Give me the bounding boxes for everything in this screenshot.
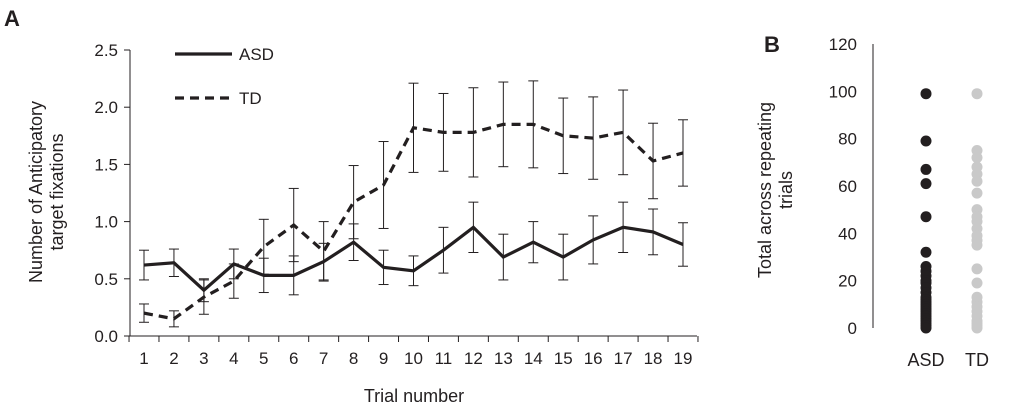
dot-td — [971, 152, 983, 164]
panel-a-ylabel-line2: target fixations — [47, 133, 67, 250]
panel-a-y-tick-label: 2.0 — [94, 98, 118, 117]
panel-a-ylabel-line1: Number of Anticipatory — [26, 101, 46, 283]
panel-a-letter: A — [4, 6, 20, 31]
panel-b-category-label: TD — [965, 350, 989, 370]
dot-td — [971, 322, 983, 334]
panel-b-y-tick-label: 80 — [838, 130, 857, 149]
panel-a-xlabel: Trial number — [364, 386, 464, 406]
panel-a-x-tick-label: 15 — [554, 349, 573, 368]
panel-b-category-label: ASD — [907, 350, 944, 370]
panel-a-x-tick-label: 8 — [349, 349, 358, 368]
panel-a-x-tick-label: 5 — [259, 349, 268, 368]
panel-a-x-tick-label: 10 — [404, 349, 423, 368]
panel-a-y-tick-label: 1.5 — [94, 155, 118, 174]
dot-asd — [920, 88, 932, 100]
dot-asd — [920, 322, 932, 334]
panel-b-y-tick-label: 0 — [848, 319, 857, 338]
legend-label-asd: ASD — [239, 45, 274, 64]
series-line-td — [143, 122, 684, 321]
panel-b-letter: B — [764, 32, 780, 57]
panel-a-x-tick-label: 1 — [139, 349, 148, 368]
dot-td — [971, 187, 983, 199]
panel-a-x-tick-label: 2 — [169, 349, 178, 368]
panel-a-ylabel: Number of Anticipatory target fixations — [26, 101, 67, 283]
dot-asd — [920, 135, 932, 147]
panel-a-x-tick-label: 6 — [289, 349, 298, 368]
panel-b-ylabel-line2: trials — [776, 171, 796, 209]
panel-b-y-tick-label: 60 — [838, 177, 857, 196]
panel-a-x-tick-label: 9 — [379, 349, 388, 368]
panel-a-x-tick-label: 13 — [494, 349, 513, 368]
panel-a-y-tick-label: 1.0 — [94, 213, 118, 232]
panel-a-x-tick-label: 7 — [319, 349, 328, 368]
panel-a-x-tick-label: 11 — [435, 349, 453, 368]
panel-b-ylabel: Total across repeating trials — [755, 102, 796, 278]
panel-a-x-tick-label: 4 — [229, 349, 238, 368]
dot-asd — [920, 211, 932, 223]
panel-a-x-tick-label: 12 — [464, 349, 483, 368]
panel-a-y-tick-label: 0.5 — [94, 270, 118, 289]
panel-b-ylabel-line1: Total across repeating — [755, 102, 775, 278]
panel-a-x-tick-label: 17 — [614, 349, 633, 368]
panel-a-y-tick-label: 0.0 — [94, 327, 118, 346]
panel-b-y-tick-label: 40 — [838, 224, 857, 243]
dot-asd — [920, 163, 932, 175]
dot-asd — [920, 246, 932, 258]
panel-a-plot: 0.00.51.01.52.02.51 2 3 4 5 6 7 8 9 10 11 12 13 14 15 1… — [94, 41, 699, 368]
panel-b-y-tick-label: 120 — [829, 35, 857, 54]
dot-td — [971, 175, 983, 187]
panel-a-x-tick-label: 18 — [644, 349, 663, 368]
dot-asd — [920, 178, 932, 190]
dot-td — [971, 239, 983, 251]
panel-a-x-tick-label: 14 — [524, 349, 543, 368]
panel-b-plot: 0 20 40 60 80 100 120 ASD TD — [829, 35, 989, 370]
panel-b-y-tick-label: 20 — [838, 272, 857, 291]
panel-a-y-tick-label: 2.5 — [94, 41, 118, 60]
dot-td — [971, 277, 983, 289]
panel-a-x-tick-label: 19 — [674, 349, 693, 368]
panel-a-x-tick-label: 3 — [199, 349, 208, 368]
dot-td — [971, 88, 983, 100]
panel-b-y-tick-label: 100 — [829, 82, 857, 101]
legend-label-td: TD — [239, 89, 262, 108]
dot-td — [971, 263, 983, 275]
panel-a-x-tick-label: 16 — [584, 349, 603, 368]
